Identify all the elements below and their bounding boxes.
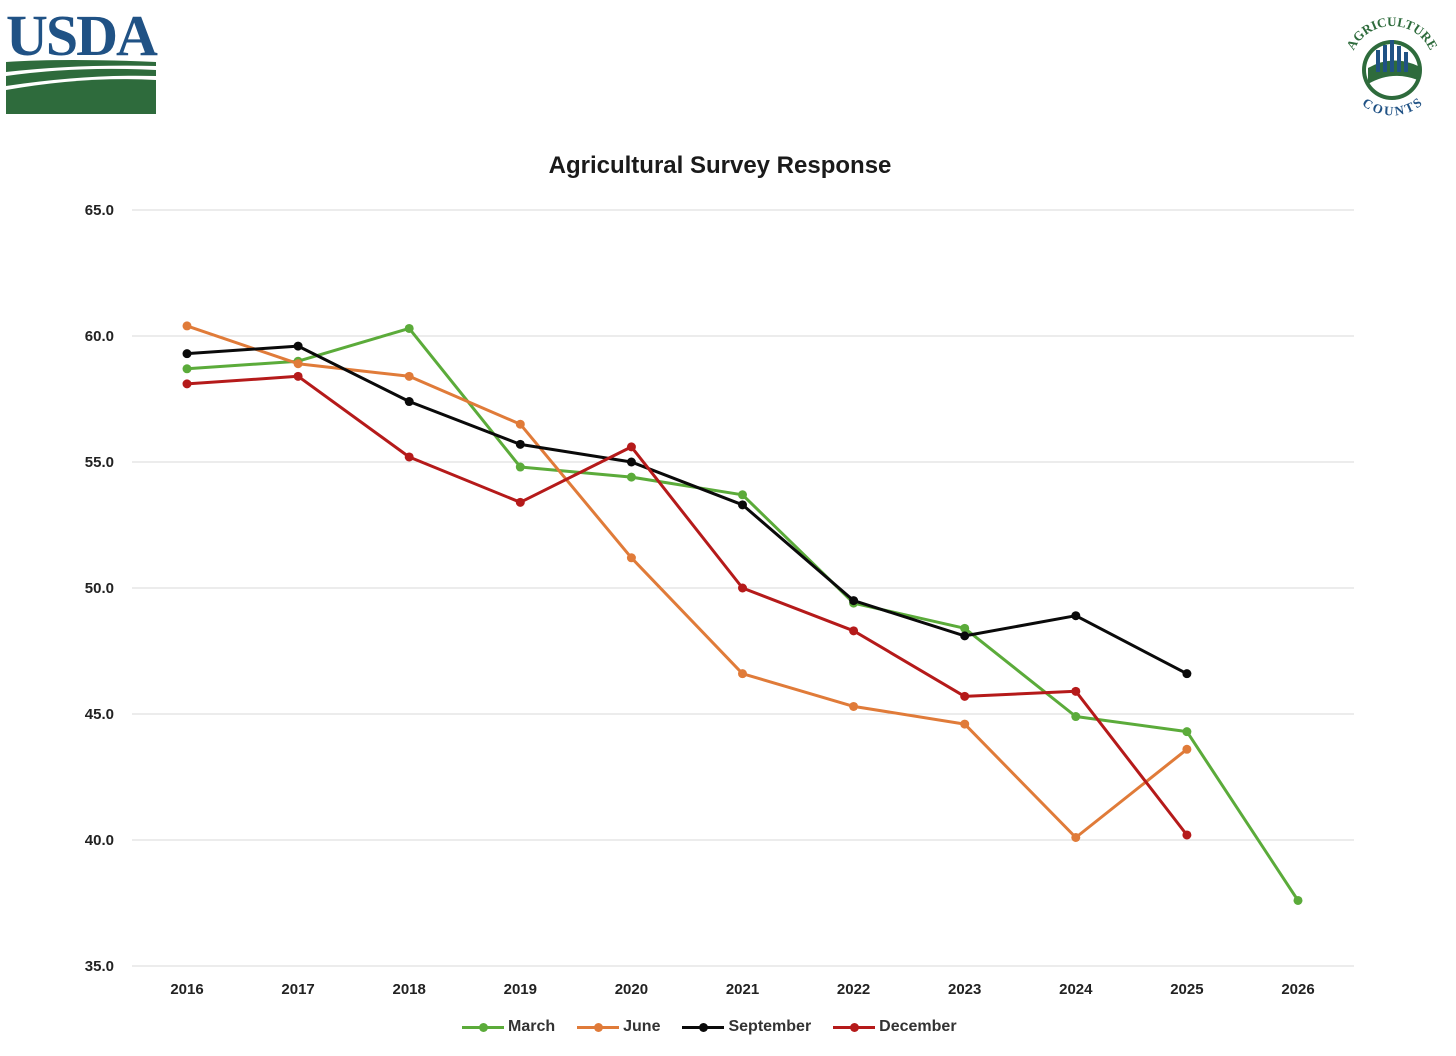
- legend-label: December: [879, 1018, 957, 1035]
- data-point-december: [1071, 686, 1081, 696]
- x-tick-label: 2019: [504, 981, 537, 998]
- legend-label: June: [623, 1018, 661, 1035]
- legend-item-june: June: [575, 1018, 660, 1036]
- x-tick-label: 2024: [1059, 981, 1093, 998]
- x-tick-label: 2018: [393, 981, 426, 998]
- data-point-june: [515, 419, 525, 429]
- legend-label: March: [508, 1018, 556, 1035]
- chart-legend: March June September December: [460, 1018, 977, 1036]
- data-point-march: [1293, 895, 1303, 905]
- data-point-march: [738, 490, 747, 500]
- series-line-march: [185, 326, 1300, 902]
- data-point-september: [960, 631, 970, 641]
- agriculture-counts-logo: AGRICULTURE COUNTS: [1343, 14, 1441, 119]
- data-point-march: [1182, 727, 1192, 737]
- legend-item-september: September: [680, 1018, 811, 1036]
- usda-logo-text: USDA: [6, 3, 158, 68]
- usda-field-mark: [6, 60, 156, 114]
- data-point-september: [626, 457, 636, 467]
- data-point-september: [738, 500, 747, 510]
- data-point-march: [960, 623, 970, 633]
- data-point-december: [960, 691, 970, 701]
- legend-swatch-june: [575, 1020, 621, 1034]
- y-tick-label: 65.0: [85, 202, 114, 219]
- data-point-june: [404, 371, 414, 381]
- data-point-december: [182, 379, 192, 389]
- data-point-december: [738, 583, 747, 593]
- legend-swatch-september: [680, 1020, 726, 1034]
- usda-logo: USDA: [6, 3, 158, 116]
- data-point-june: [1071, 832, 1081, 842]
- y-tick-label: 40.0: [85, 832, 114, 849]
- data-point-december: [293, 371, 303, 381]
- legend-item-march: March: [460, 1018, 555, 1036]
- data-point-june: [1182, 744, 1192, 754]
- x-tick-label: 2022: [837, 981, 870, 998]
- chart-title: Agricultural Survey Response: [548, 152, 892, 179]
- data-point-june: [960, 719, 970, 729]
- legend-swatch-december: [831, 1020, 877, 1034]
- x-tick-label: 2023: [948, 981, 981, 998]
- x-tick-label: 2020: [615, 981, 648, 998]
- data-point-december: [404, 452, 414, 462]
- data-point-september: [515, 439, 525, 449]
- data-point-december: [626, 442, 636, 452]
- x-tick-label: 2026: [1281, 981, 1314, 998]
- data-point-june: [738, 669, 747, 679]
- data-point-march: [404, 323, 414, 333]
- data-point-december: [849, 626, 859, 636]
- data-point-june: [182, 321, 192, 331]
- data-point-december: [1182, 830, 1192, 840]
- data-point-september: [1071, 611, 1081, 621]
- data-point-september: [849, 596, 859, 606]
- data-point-september: [1182, 669, 1192, 679]
- data-point-june: [626, 553, 636, 563]
- legend-item-december: December: [831, 1018, 957, 1036]
- data-point-march: [515, 462, 525, 472]
- y-tick-label: 50.0: [85, 580, 114, 597]
- y-tick-label: 35.0: [85, 958, 114, 975]
- data-point-march: [626, 472, 636, 482]
- ag-logo-bottom-text: COUNTS: [1360, 95, 1424, 119]
- data-point-june: [849, 701, 859, 711]
- x-tick-label: 2025: [1170, 981, 1203, 998]
- data-point-june: [293, 359, 303, 369]
- data-point-september: [293, 341, 303, 351]
- y-tick-label: 55.0: [85, 454, 114, 471]
- y-tick-label: 60.0: [85, 328, 114, 345]
- series-line-september: [185, 344, 1189, 676]
- x-tick-label: 2021: [726, 981, 759, 998]
- legend-swatch-march: [460, 1020, 506, 1034]
- data-point-december: [515, 497, 525, 507]
- series-line-december: [185, 374, 1189, 837]
- data-point-september: [404, 397, 414, 407]
- data-point-march: [1071, 712, 1081, 722]
- x-tick-label: 2016: [170, 981, 203, 998]
- data-point-march: [182, 364, 192, 374]
- series-line-june: [185, 324, 1189, 839]
- y-tick-label: 45.0: [85, 706, 114, 723]
- legend-label: September: [728, 1018, 812, 1035]
- data-point-september: [182, 349, 192, 359]
- x-tick-label: 2017: [281, 981, 314, 998]
